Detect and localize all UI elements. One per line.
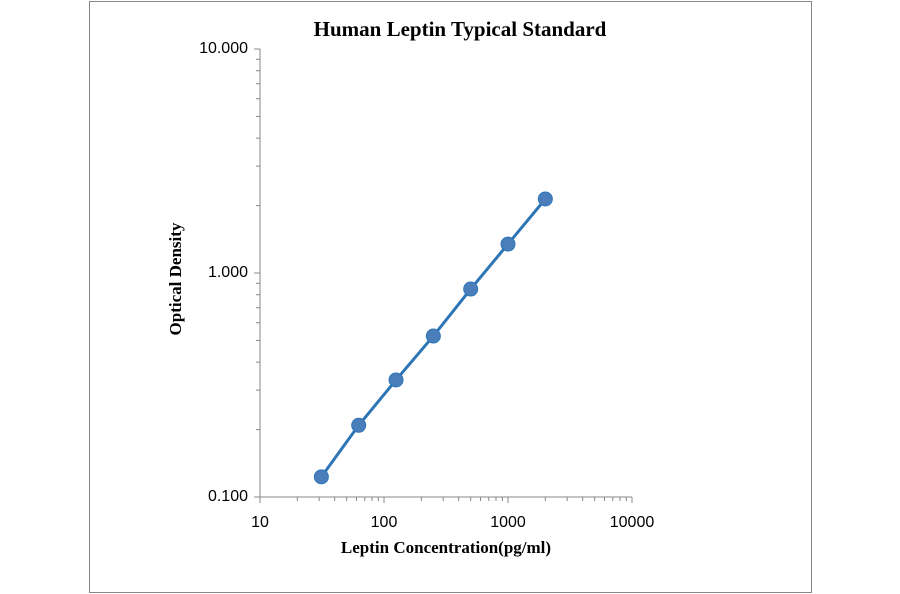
y-tick-label: 10.000 — [199, 40, 248, 57]
data-point — [537, 191, 553, 207]
y-axis-label: Optical Density — [166, 222, 185, 335]
x-tick-label: 10000 — [610, 514, 655, 531]
data-point — [388, 372, 404, 388]
x-tick-label: 100 — [371, 514, 398, 531]
data-point — [313, 469, 329, 485]
data-point — [425, 328, 441, 344]
x-tick-label: 1000 — [490, 514, 526, 531]
y-tick-label: 0.100 — [208, 488, 248, 505]
chart-title: Human Leptin Typical Standard — [314, 17, 607, 41]
y-tick-label: 1.000 — [208, 264, 248, 281]
x-tick-label: 10 — [251, 514, 269, 531]
data-point — [500, 236, 516, 252]
x-axis-label: Leptin Concentration(pg/ml) — [341, 538, 551, 557]
data-point — [351, 417, 367, 433]
frame — [89, 1, 812, 593]
data-point — [463, 281, 479, 297]
